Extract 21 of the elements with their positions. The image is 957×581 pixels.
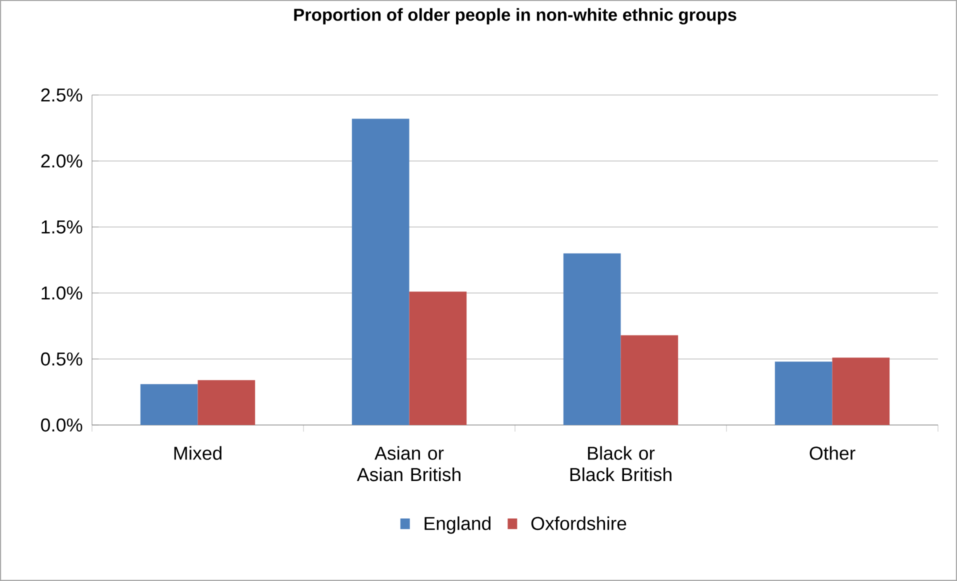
legend-label: Oxfordshire: [531, 516, 626, 530]
bar: [140, 384, 198, 425]
x-tick-label: Asian or Asian British: [356, 446, 460, 482]
bar: [620, 335, 678, 425]
bar: [352, 118, 410, 425]
bar: [774, 362, 832, 425]
chart-title: Proportion of older people in non-white ethnic groups: [294, 8, 736, 24]
bar: [409, 292, 467, 425]
y-tick-label: 2.0%: [41, 154, 82, 168]
bar: [563, 253, 621, 425]
y-tick-label: 1.0%: [42, 286, 82, 300]
y-tick-label: 0.0%: [41, 418, 82, 432]
x-tick-label: Black or Black British: [570, 446, 672, 482]
y-tick-label: 2.5%: [41, 88, 82, 102]
y-tick-label: 0.5%: [41, 352, 82, 366]
legend-label: England: [424, 516, 490, 534]
bar: [198, 380, 256, 425]
y-tick-label: 1.5%: [42, 220, 82, 234]
x-tick-label: Mixed: [174, 446, 222, 460]
x-tick-label: Other: [810, 446, 856, 460]
bar: [832, 358, 890, 425]
